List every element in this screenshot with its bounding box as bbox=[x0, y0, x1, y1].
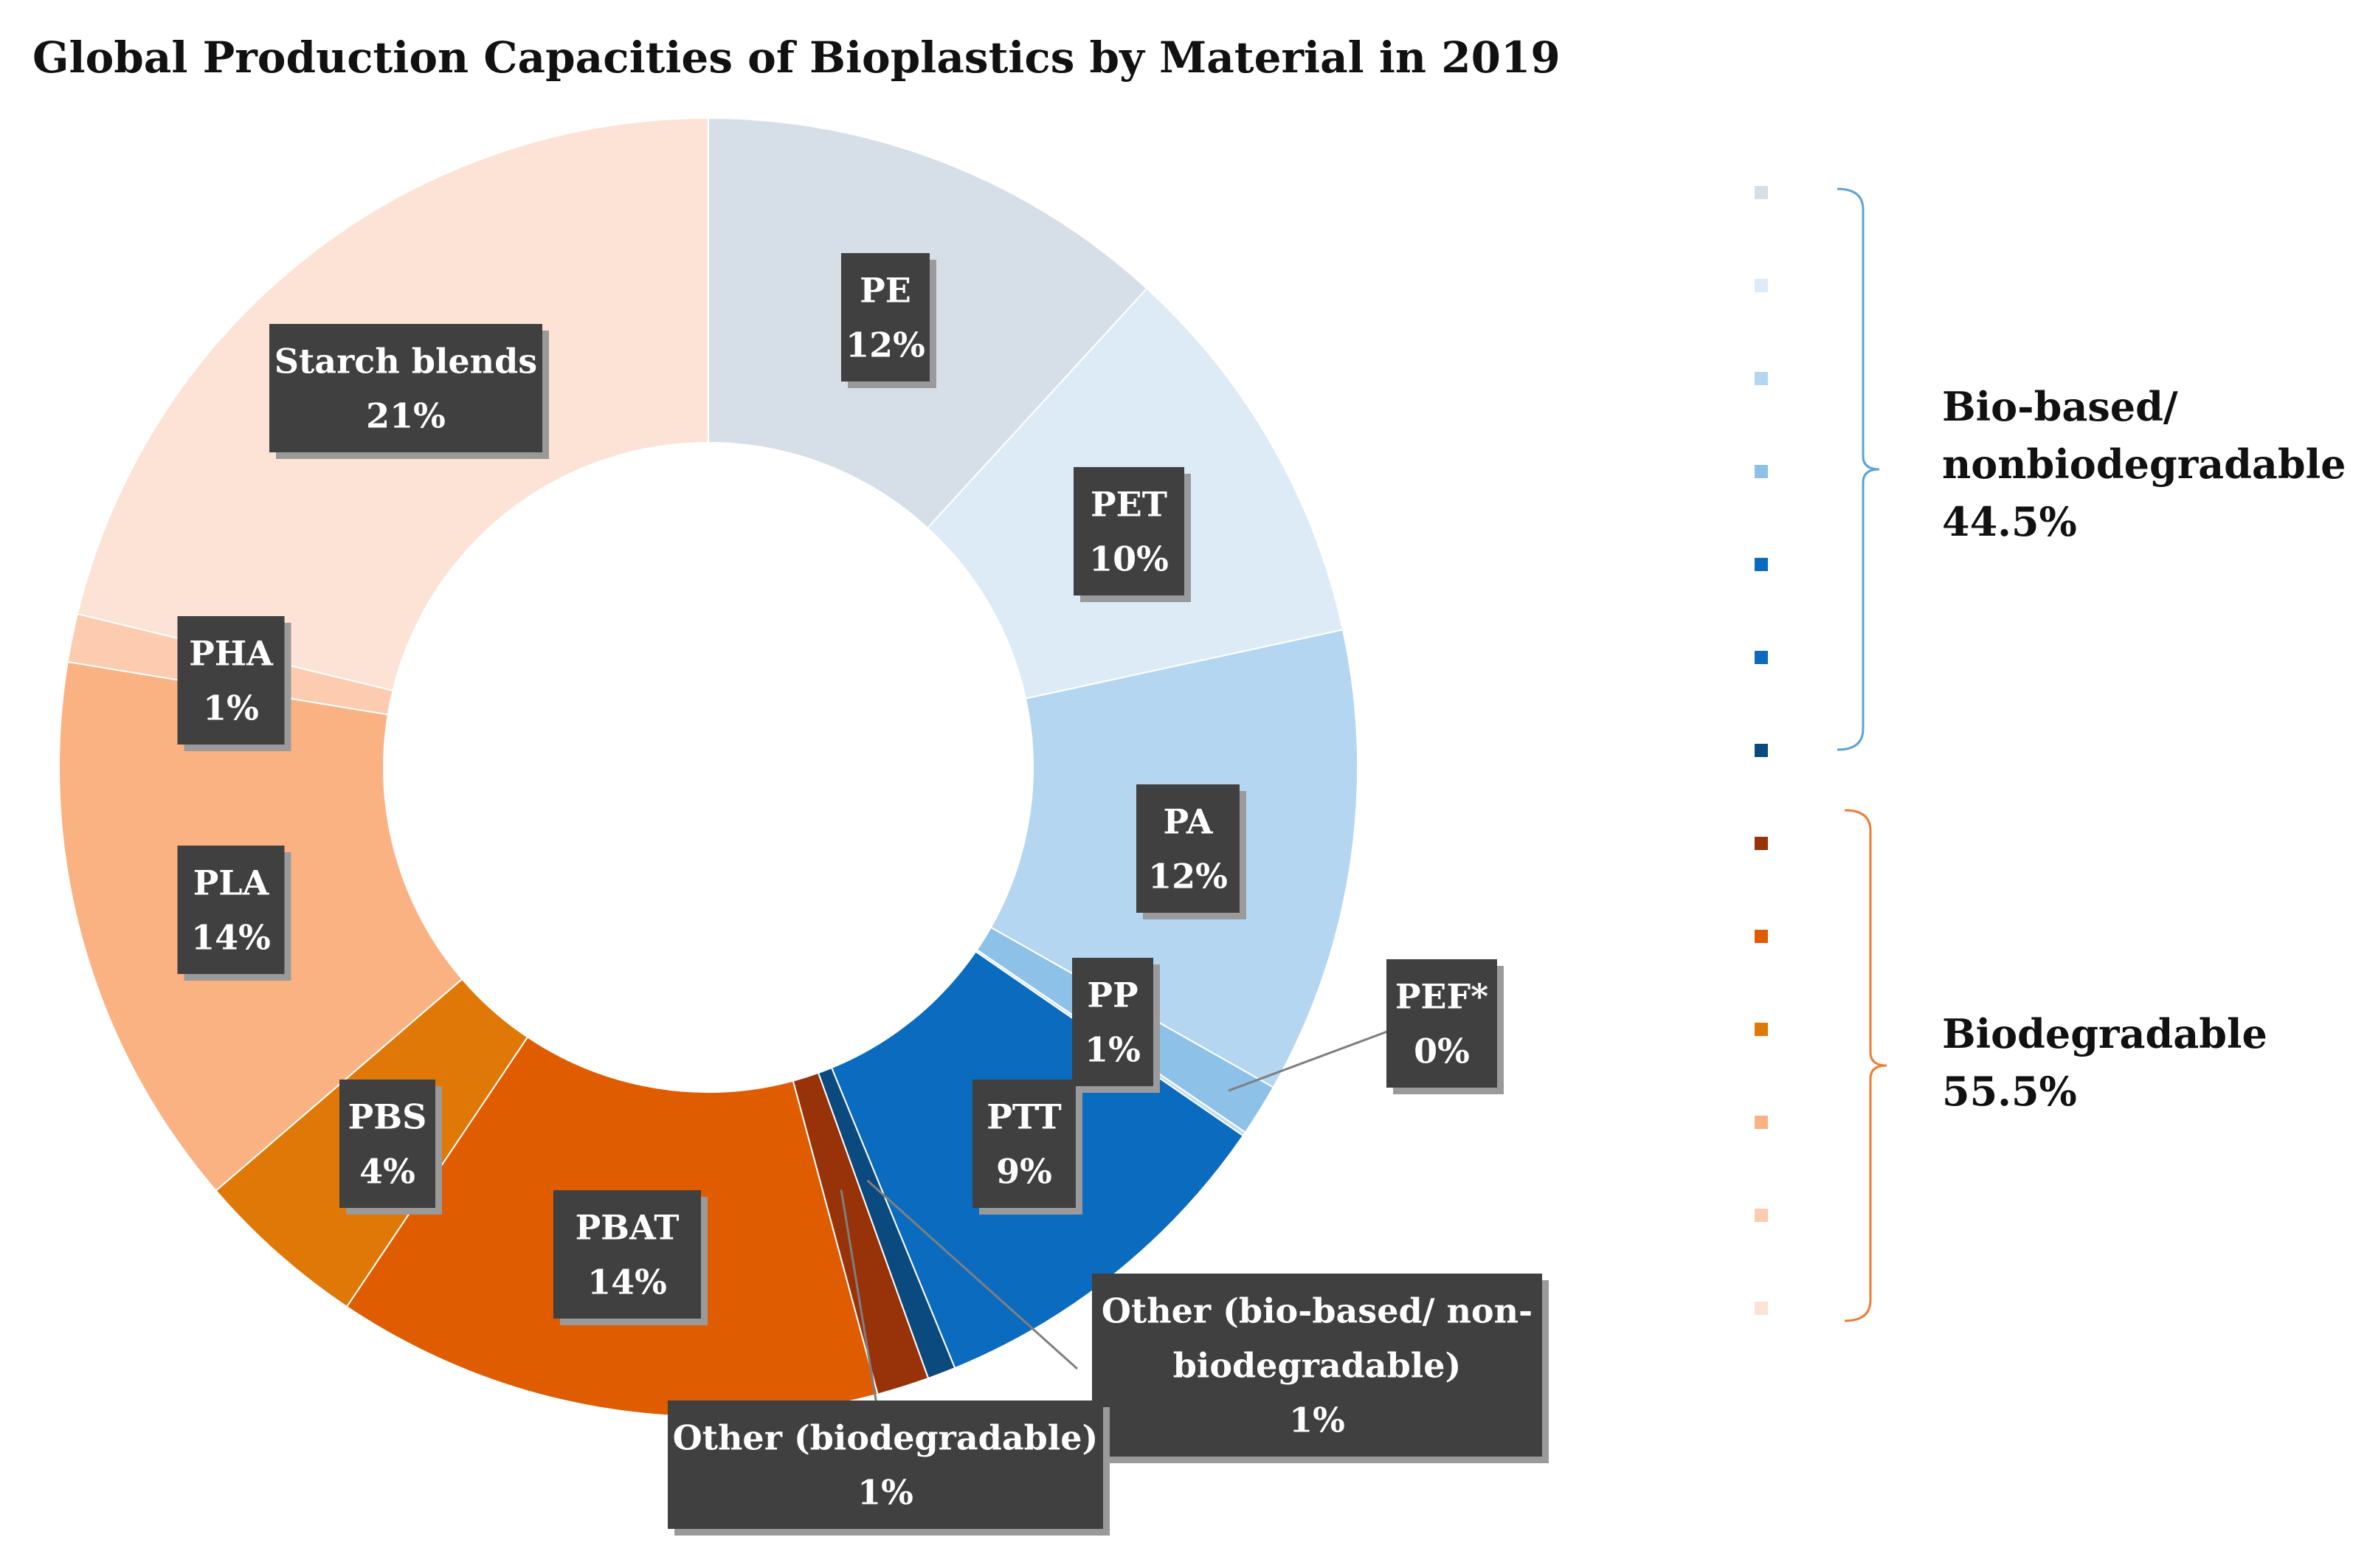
label-box bbox=[177, 616, 285, 745]
label-percent: 1% bbox=[1085, 1029, 1141, 1069]
legend-marker-3 bbox=[1755, 372, 1768, 385]
label-name: PEF* bbox=[1395, 976, 1488, 1016]
label-ptt: PTT 9% bbox=[972, 1080, 1082, 1215]
bio-based-group-share: 44.5% bbox=[1942, 498, 2077, 545]
legend-marker-5 bbox=[1755, 558, 1768, 571]
label-name: biodegradable) bbox=[1173, 1345, 1462, 1385]
donut-slices bbox=[58, 117, 1358, 1417]
label-name: PTT bbox=[987, 1096, 1061, 1136]
label-name: PBS bbox=[348, 1096, 427, 1136]
label-name: PA bbox=[1164, 801, 1214, 841]
legend-marker-12 bbox=[1755, 1209, 1768, 1222]
label-pa: PA 12% bbox=[1136, 784, 1246, 919]
label-box bbox=[269, 324, 542, 452]
legend bbox=[1755, 186, 1768, 1315]
legend-marker-2 bbox=[1755, 279, 1768, 292]
legend-marker-10 bbox=[1755, 1023, 1768, 1036]
label-percent: 14% bbox=[191, 917, 271, 957]
legend-marker-13 bbox=[1755, 1302, 1768, 1315]
leader-other-biodegradable bbox=[840, 1189, 883, 1436]
biodegradable-bracket bbox=[1844, 809, 1887, 1322]
label-pe: PE 12% bbox=[841, 253, 936, 388]
label-percent: 9% bbox=[996, 1151, 1052, 1191]
label-pp: PP 1% bbox=[1072, 958, 1160, 1093]
label-box bbox=[1072, 958, 1153, 1086]
legend-marker-4 bbox=[1755, 465, 1768, 478]
label-percent: 12% bbox=[1148, 856, 1228, 896]
label-other-bio-based-non-biodegradable: Other (bio-based/ non-biodegradable) 1% bbox=[1092, 1274, 1549, 1463]
label-percent: 1% bbox=[857, 1472, 913, 1512]
leader-other-bio-based-non-biodegradable bbox=[866, 1179, 1079, 1370]
label-box bbox=[1136, 784, 1240, 913]
legend-marker-11 bbox=[1755, 1116, 1768, 1129]
label-pef: PEF* 0% bbox=[1386, 959, 1504, 1094]
label-other-biodegradable: Other (biodegradable) 1% bbox=[668, 1401, 1110, 1536]
bio-based-group-label: Bio-based/ bbox=[1942, 383, 2178, 430]
slice-labels: PE 12% PET 10% PA 12% PEF* 0% PP 1% PTT 9% Other (bi… bbox=[177, 253, 1549, 1536]
legend-marker-9 bbox=[1755, 930, 1768, 943]
label-name: Other (bio-based/ non- bbox=[1102, 1291, 1533, 1330]
label-starch-blends: Starch blends 21% bbox=[269, 324, 549, 459]
label-percent: 1% bbox=[203, 688, 259, 728]
label-percent: 21% bbox=[366, 396, 446, 435]
label-box bbox=[1092, 1274, 1542, 1457]
leader-pef bbox=[1228, 1020, 1414, 1092]
label-pbs: PBS 4% bbox=[339, 1080, 442, 1215]
legend-marker-6 bbox=[1755, 651, 1768, 664]
label-name: PET bbox=[1091, 484, 1167, 524]
label-box bbox=[177, 846, 285, 974]
leader-lines bbox=[840, 1020, 1414, 1436]
chart-title: Global Production Capacities of Bioplast… bbox=[32, 32, 1561, 83]
group-brackets: Bio-based/ nonbiodegradable 44.5% Biodeg… bbox=[1837, 187, 2346, 1322]
label-name: PBAT bbox=[576, 1207, 680, 1247]
label-name: Starch blends bbox=[274, 341, 537, 381]
bio-based-bracket bbox=[1837, 187, 1880, 751]
label-percent: 14% bbox=[587, 1262, 667, 1302]
label-percent: 12% bbox=[846, 325, 925, 365]
label-box bbox=[1074, 467, 1184, 595]
label-pbat: PBAT 14% bbox=[553, 1190, 708, 1325]
label-pla: PLA 14% bbox=[177, 846, 291, 981]
label-percent: 0% bbox=[1414, 1031, 1470, 1071]
label-name: PP bbox=[1087, 975, 1138, 1015]
label-box bbox=[339, 1080, 435, 1208]
label-name: PHA bbox=[189, 633, 274, 673]
label-pet: PET 10% bbox=[1074, 467, 1191, 602]
label-name: PLA bbox=[193, 863, 270, 902]
label-percent: 4% bbox=[359, 1151, 415, 1191]
label-name: Other (biodegradable) bbox=[673, 1417, 1099, 1457]
legend-marker-7 bbox=[1755, 744, 1768, 757]
bio-based-group-label-line2: nonbiodegradable bbox=[1942, 441, 2346, 488]
label-percent: 1% bbox=[1289, 1400, 1345, 1440]
biodegradable-group-label: Biodegradable bbox=[1942, 1010, 2267, 1057]
legend-marker-1 bbox=[1755, 186, 1768, 199]
biodegradable-group-share: 55.5% bbox=[1942, 1068, 2077, 1115]
label-box bbox=[553, 1190, 701, 1319]
label-box bbox=[1386, 959, 1497, 1088]
label-box bbox=[668, 1401, 1103, 1529]
label-percent: 10% bbox=[1089, 539, 1169, 578]
label-name: PE bbox=[860, 270, 911, 310]
label-box bbox=[841, 253, 930, 381]
label-pha: PHA 1% bbox=[177, 616, 291, 751]
legend-marker-8 bbox=[1755, 837, 1768, 850]
label-box bbox=[972, 1080, 1076, 1208]
